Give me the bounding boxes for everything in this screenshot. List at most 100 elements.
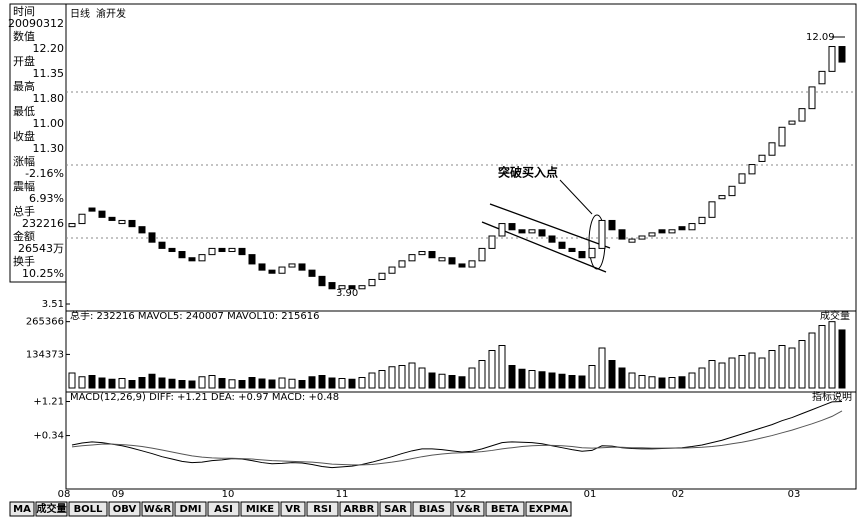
macd-line (71, 401, 843, 469)
volume-bar (498, 345, 506, 389)
candle (378, 272, 386, 280)
candle (518, 229, 526, 234)
candle (598, 219, 606, 249)
candle (568, 247, 576, 253)
info-value: 11.80 (33, 92, 65, 105)
info-label: 最高 (13, 79, 35, 93)
volume-bar (228, 379, 236, 389)
candle (248, 254, 256, 265)
tab[interactable] (68, 501, 108, 517)
tab-label[interactable]: VR (285, 504, 301, 515)
annotation: 3.90 (336, 288, 358, 299)
volume-bar (658, 377, 666, 389)
tab[interactable] (207, 501, 240, 517)
candle (768, 142, 776, 156)
volume-bar (278, 377, 286, 389)
info-value: 232216 (22, 217, 64, 230)
volume-bar (388, 366, 396, 389)
volume-bar (728, 357, 736, 389)
tab[interactable] (485, 501, 525, 517)
candle (818, 70, 826, 85)
volume-bar (98, 377, 106, 389)
volume-bar (638, 375, 646, 389)
tab[interactable] (452, 501, 485, 517)
tab[interactable] (35, 501, 68, 517)
annotation: 12.09 (806, 32, 835, 43)
candle (128, 219, 136, 228)
candle (148, 232, 156, 243)
volume-bar (538, 371, 546, 389)
volume-bar (178, 380, 186, 389)
tab-label[interactable]: BETA (491, 504, 519, 515)
x-tick-label: 02 (672, 489, 685, 500)
tab[interactable] (9, 501, 35, 517)
tab-label[interactable]: MA (13, 504, 31, 515)
tab-label[interactable]: DMI (180, 504, 202, 515)
volume-bar (628, 372, 636, 389)
tab[interactable] (108, 501, 141, 517)
tab[interactable] (240, 501, 280, 517)
volume-title: 成交量 (820, 309, 850, 322)
stock-name: 渝开发 (96, 7, 126, 20)
tab-label[interactable]: ARBR (344, 504, 375, 515)
volume-bar (78, 376, 86, 389)
volume-bar (398, 365, 406, 389)
candle (118, 219, 126, 225)
volume-bar (718, 362, 726, 389)
volume-bar (368, 372, 376, 389)
candle (388, 266, 396, 274)
volume-bar (488, 350, 496, 389)
tab-label[interactable]: ASI (214, 504, 233, 515)
tab[interactable] (306, 501, 339, 517)
info-label: 收盘 (13, 129, 35, 143)
volume-bar (738, 355, 746, 389)
tab-label[interactable]: SAR (384, 504, 407, 515)
tab-label[interactable]: 成交量 (37, 502, 67, 515)
volume-bar (258, 378, 266, 389)
tab-label[interactable]: RSI (313, 504, 332, 515)
candle (228, 247, 236, 253)
volume-bar (588, 365, 596, 389)
tab-label[interactable]: MIKE (246, 504, 274, 515)
tab[interactable] (174, 501, 207, 517)
x-tick-label: 12 (454, 489, 467, 500)
info-label: 震幅 (13, 180, 35, 193)
tab[interactable] (141, 501, 174, 517)
volume-bar (748, 352, 756, 389)
volume-bar (688, 372, 696, 389)
candle (488, 235, 496, 249)
volume-bar (138, 377, 146, 389)
tab[interactable] (339, 501, 379, 517)
tab[interactable] (412, 501, 452, 517)
volume-bar (358, 377, 366, 389)
candle (838, 46, 846, 63)
volume-bar (428, 372, 436, 389)
volume-bar (558, 373, 566, 389)
tab[interactable] (525, 501, 572, 517)
tab-label[interactable]: BOLL (74, 504, 103, 515)
candle (208, 247, 216, 256)
candle (498, 223, 506, 237)
tab-label[interactable]: V&R (456, 504, 480, 515)
candle (798, 108, 806, 122)
tab-label[interactable]: BIAS (419, 504, 445, 515)
tab-label[interactable]: EXPMA (529, 504, 569, 515)
candle (258, 263, 266, 271)
y-tick-label: +1.21 (33, 397, 64, 408)
tab[interactable] (280, 501, 306, 517)
tab[interactable] (379, 501, 412, 517)
candle (88, 207, 96, 212)
volume-bar (578, 375, 586, 389)
y-tick-label: +0.34 (33, 431, 64, 442)
volume-bar (778, 345, 786, 389)
volume-bar (188, 380, 196, 389)
info-value: 20090312 (8, 17, 64, 30)
volume-bar (798, 340, 806, 389)
tab-label[interactable]: OBV (113, 504, 137, 515)
tab-label[interactable]: W&R (144, 504, 172, 515)
y-tick-label: 134373 (26, 349, 64, 360)
candle (278, 266, 286, 274)
candle (298, 263, 306, 271)
volume-bar (118, 378, 126, 389)
